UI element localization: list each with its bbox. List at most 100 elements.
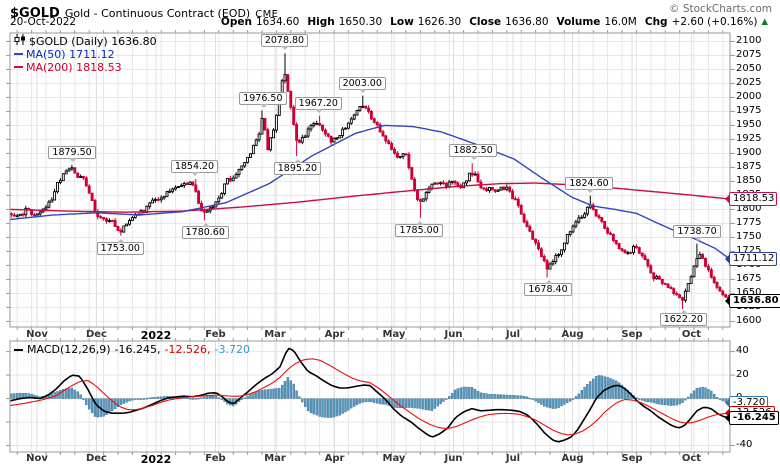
ma200-line-icon [14, 66, 23, 68]
price-annotation: 1753.00 [96, 238, 144, 255]
exchange-label: CME [255, 9, 279, 20]
price-axis-label: 1775 [736, 216, 762, 228]
price-legend: $GOLD (Daily) 1636.80 MA(50) 1711.12 MA(… [14, 34, 157, 74]
month-label: Jul [505, 328, 521, 340]
macd-legend: MACD(12,26,9) -16.245, -12.526, -3.720 [14, 343, 254, 356]
left-arrow-notch-icon [725, 397, 730, 408]
price-axis-label: 2075 [736, 48, 762, 60]
price-axis-label: 1725 [736, 244, 762, 256]
chart-title: Gold - Continuous Contract (EOD) [64, 7, 251, 20]
month-label: Jun [444, 328, 463, 340]
price-annotation: 1967.20 [294, 96, 342, 113]
price-annotation: 1678.40 [524, 280, 572, 297]
close-value: 1636.80 [505, 16, 549, 28]
macd-axis-label: 40 [736, 345, 749, 357]
copyright: © StockCharts.com [669, 3, 772, 15]
month-label: 2022 [140, 453, 172, 466]
quote-bar: 20-Oct-2022 Open 1634.60 High 1650.30 Low 162… [10, 15, 768, 29]
macd-histogram-value: -3.720 [214, 343, 250, 356]
macd-axis-label: 20 [736, 368, 749, 380]
low-value: 1626.30 [417, 16, 462, 28]
price-axis-label: 1800 [736, 202, 762, 214]
macd-name: MACD(12,26,9) [27, 343, 111, 356]
price-annotation: 1824.60 [565, 176, 613, 193]
open-label: Open [220, 16, 252, 28]
macd-value: -16.245, [114, 343, 161, 356]
left-arrow-notch-icon [725, 254, 730, 265]
left-arrow-notch-icon [725, 412, 730, 423]
price-axis-label: 2100 [736, 34, 762, 46]
close-label: Close [469, 16, 502, 28]
month-label: Apr [324, 453, 345, 464]
price-axis-label: 1650 [736, 286, 762, 298]
legend-item-ma200: MA(200) 1818.53 [14, 60, 157, 74]
candlestick-icon [14, 34, 26, 48]
change-value: +2.60 (+0.16%) [671, 16, 758, 28]
month-label: Dec [85, 328, 107, 340]
month-label: Oct [681, 328, 702, 340]
price-axis-label: 1600 [736, 314, 762, 326]
macd-signal-value: -12.526, [164, 343, 211, 356]
legend-item-ma50: MA(50) 1711.12 [14, 47, 157, 61]
price-annotation: 1780.60 [181, 223, 229, 240]
price-annotation: 1785.00 [395, 220, 443, 237]
volume-label: Volume [556, 16, 601, 28]
legend-item-price: $GOLD (Daily) 1636.80 [14, 34, 157, 48]
ma50-line-icon [14, 53, 23, 55]
month-label: May [382, 453, 406, 464]
price-axis-label: 2025 [736, 76, 762, 88]
change-label: Chg [644, 16, 668, 28]
price-value-box: 1818.53 [725, 192, 778, 207]
ohlc-quote: Open 1634.60 High 1650.30 Low 1626.30 Close 163… [213, 16, 768, 28]
month-label: Mar [264, 328, 286, 340]
price-axis-label: 1925 [736, 132, 762, 144]
price-annotation: 2078.80 [260, 34, 309, 51]
macd-value-box: -16.245 [725, 410, 779, 425]
price-annotation: 1882.50 [449, 144, 497, 161]
left-arrow-notch-icon [725, 194, 730, 205]
month-label: Feb [205, 328, 226, 340]
month-label: Aug [561, 328, 584, 340]
high-value: 1650.30 [338, 16, 383, 28]
price-axis-label: 1675 [736, 272, 762, 284]
price-annotation: 1879.50 [48, 145, 96, 162]
price-value-box: 1711.12 [725, 252, 778, 267]
month-label: Nov [26, 453, 48, 464]
low-label: Low [390, 16, 414, 28]
month-label: Mar [264, 453, 286, 464]
month-label: Jun [444, 453, 463, 464]
month-label: Jul [505, 453, 521, 464]
macd-line-icon [14, 348, 23, 351]
month-label: 2022 [140, 328, 172, 342]
month-label: Nov [26, 328, 48, 340]
price-annotation: 1895.20 [273, 159, 322, 176]
symbol: $GOLD [10, 6, 60, 21]
month-label: Aug [561, 453, 584, 464]
price-axis-label: 1750 [736, 230, 762, 242]
price-annotation: 2003.00 [338, 76, 386, 93]
month-label: Sep [621, 453, 643, 464]
price-annotation: 1976.50 [239, 91, 287, 108]
price-axis-label: 1900 [736, 146, 762, 158]
volume-value: 16.0M [604, 16, 637, 28]
price-annotation: 1854.20 [170, 160, 219, 177]
open-value: 1634.60 [255, 16, 300, 28]
month-label: May [382, 328, 406, 340]
month-label: Apr [324, 328, 345, 340]
price-axis-label: 1950 [736, 118, 762, 130]
month-label: Sep [621, 328, 643, 340]
month-label: Dec [85, 453, 107, 464]
price-axis-label: 2050 [736, 62, 762, 74]
legend-ma50-label: MA(50) 1711.12 [26, 47, 115, 61]
macd-axis-label: -40 [736, 439, 753, 451]
legend-ma200-label: MA(200) 1818.53 [26, 60, 122, 74]
price-axis-label: 1850 [736, 174, 762, 186]
price-axis-label: 1875 [736, 160, 762, 172]
month-label: Oct [681, 453, 702, 464]
left-arrow-notch-icon [725, 295, 730, 306]
price-axis-label: 1975 [736, 104, 762, 116]
price-axis-label: 2000 [736, 90, 762, 102]
